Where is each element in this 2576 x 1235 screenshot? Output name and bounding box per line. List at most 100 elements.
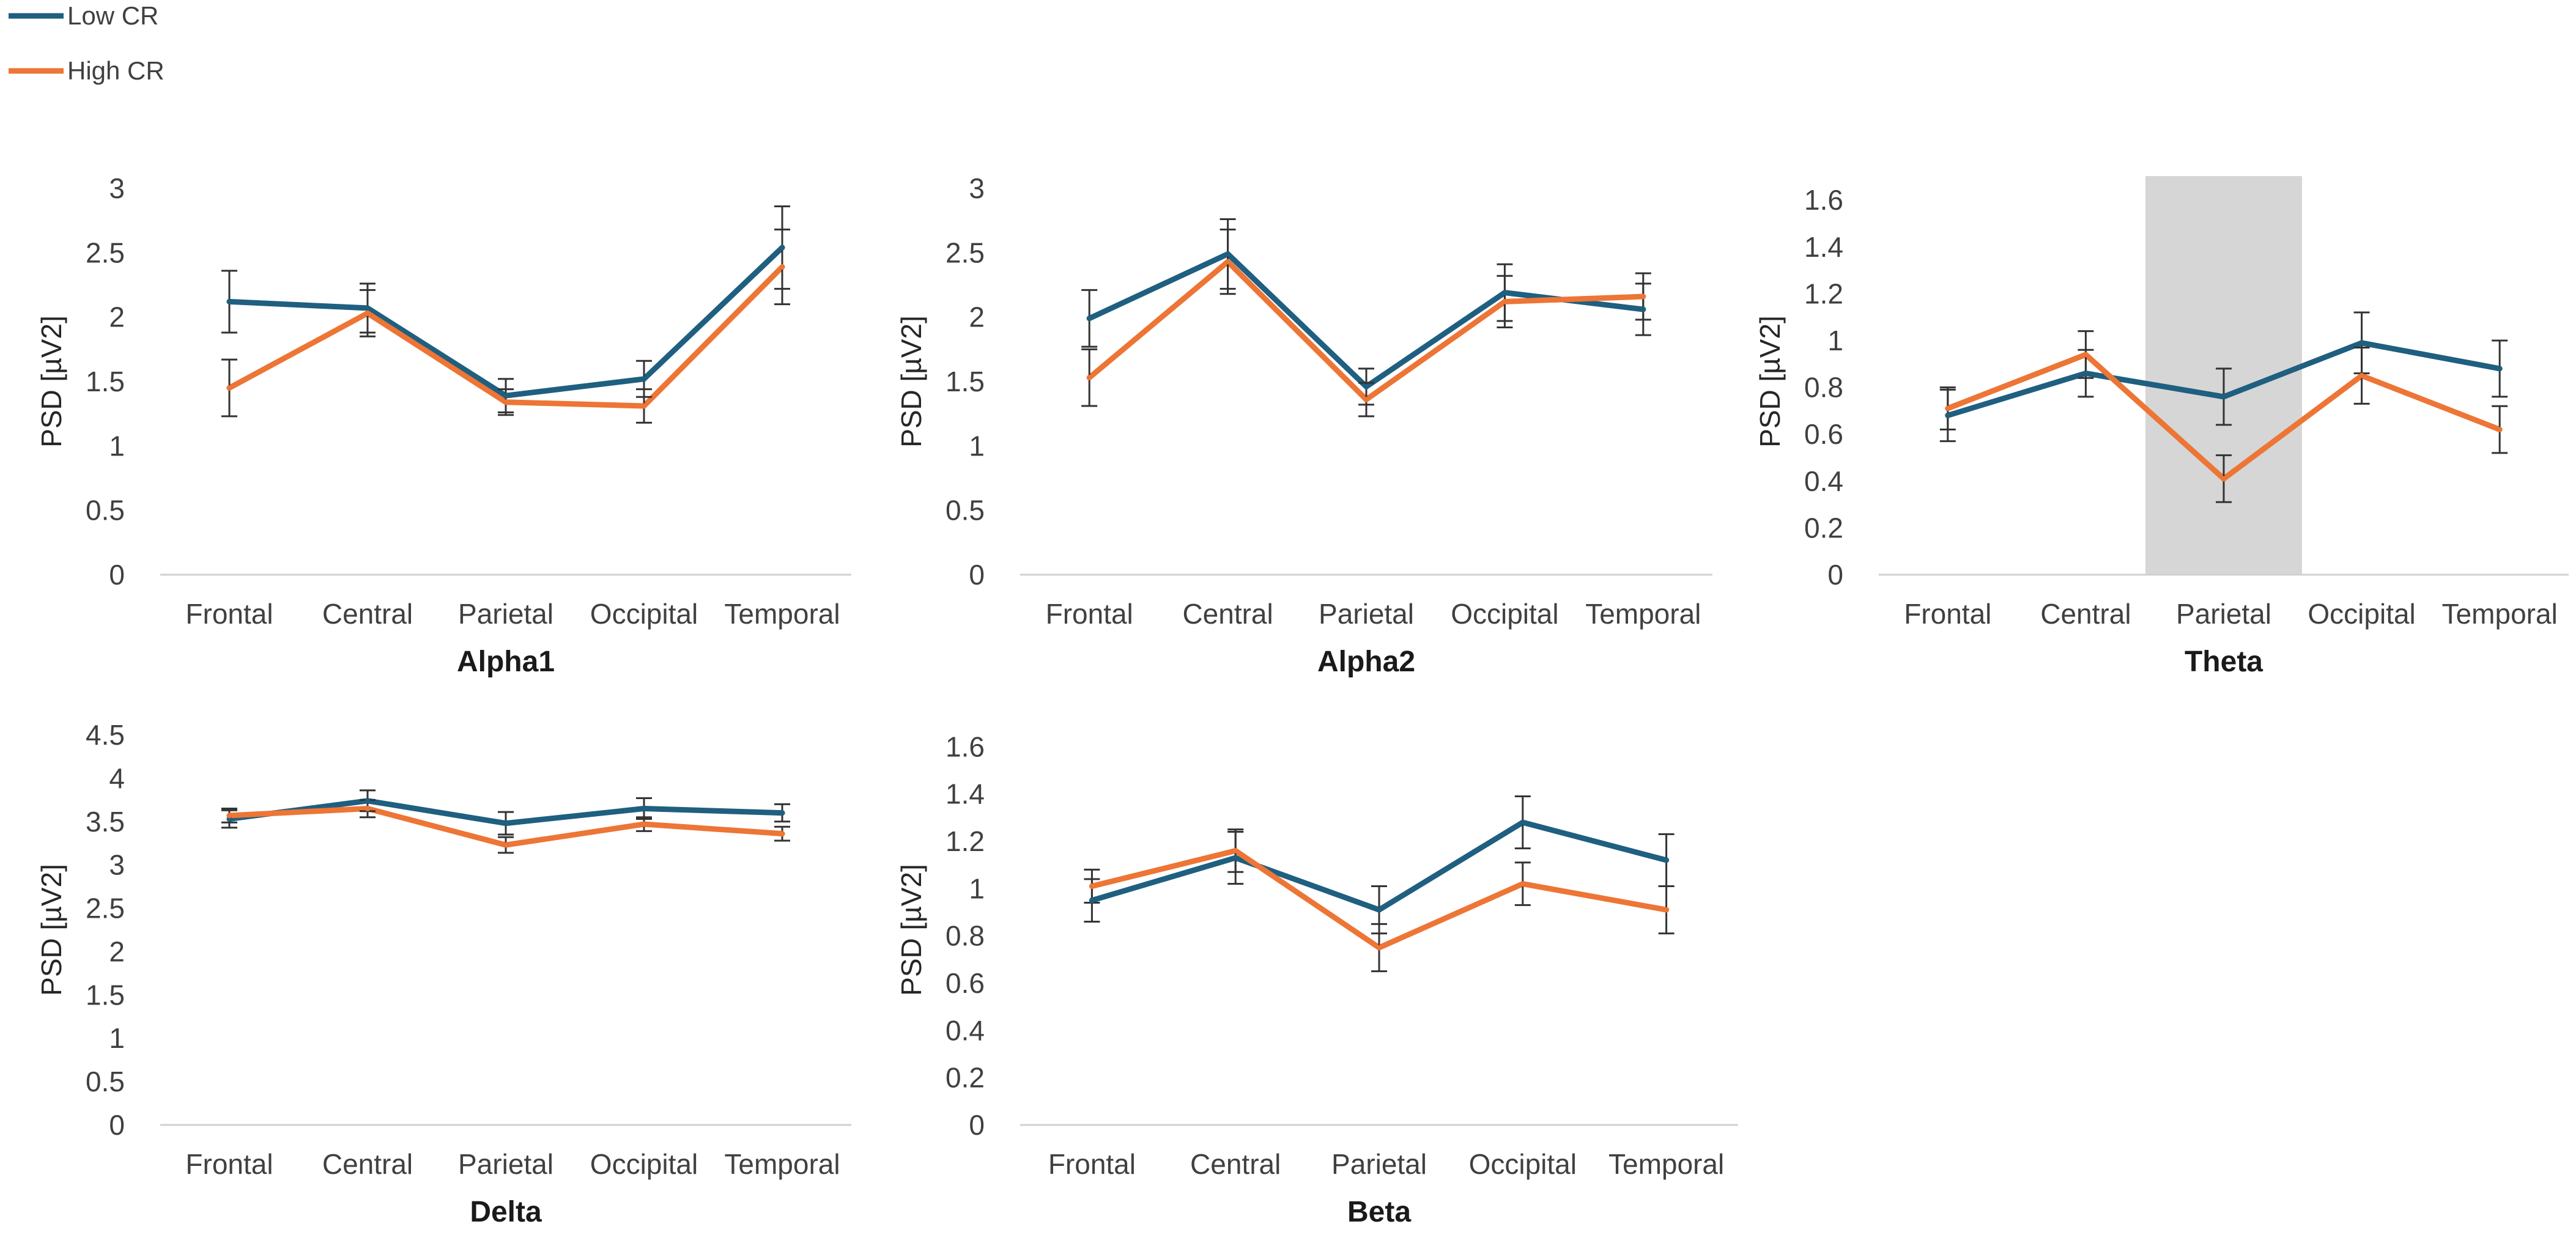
- series-line-low-cr: [1086, 251, 1646, 389]
- data-point-low-cr-occipital: [641, 806, 647, 812]
- data-point-high-cr-temporal: [779, 264, 785, 270]
- y-tick-label: 0.4: [1804, 465, 1843, 497]
- panel-alpha1: 0 0.5 1 1.5 2 2.5 3 Frontal Central Parietal Occip…: [35, 172, 851, 678]
- data-point-low-cr-temporal: [2496, 366, 2503, 372]
- y-tick-label: 3: [969, 172, 985, 204]
- y-tick-label: 2.5: [86, 893, 125, 924]
- data-point-high-cr-occipital: [641, 821, 647, 827]
- x-tick-label-occipital: Occipital: [2308, 598, 2415, 630]
- data-point-low-cr-central: [2082, 370, 2089, 377]
- y-tick-label: 3: [109, 172, 125, 204]
- panel-delta: 0 0.5 1 1.5 2 2.5 3 3.5 4 4.5 Frontal Central Pariet…: [35, 719, 851, 1228]
- x-tick-label-temporal: Temporal: [2442, 598, 2558, 630]
- x-tick-label-parietal: Parietal: [1331, 1148, 1427, 1180]
- y-tick-label: 2: [109, 935, 125, 967]
- x-tick-label-parietal: Parietal: [458, 1148, 553, 1180]
- y-tick-label: 0: [969, 559, 985, 591]
- data-point-low-cr-frontal: [1945, 413, 1951, 419]
- x-tick-label-parietal: Parietal: [1319, 598, 1414, 630]
- y-tick-label: 0.5: [86, 495, 125, 526]
- y-tick-label: 0: [1827, 559, 1843, 591]
- y-tick-label: 1: [109, 1022, 125, 1054]
- data-point-high-cr-frontal: [1086, 375, 1092, 381]
- y-tick-label: 1.6: [1804, 184, 1843, 216]
- y-tick-label: 3: [109, 849, 125, 881]
- data-point-low-cr-central: [365, 798, 371, 804]
- y-axis-label: PSD [µV2]: [895, 864, 927, 996]
- data-point-high-cr-frontal: [226, 813, 232, 819]
- y-tick-label: 4.5: [86, 719, 125, 751]
- y-tick-label: 3.5: [86, 806, 125, 838]
- x-tick-label-parietal: Parietal: [458, 598, 553, 630]
- data-point-low-cr-frontal: [1089, 898, 1095, 904]
- data-point-high-cr-occipital: [2359, 372, 2365, 378]
- data-point-high-cr-parietal: [2221, 476, 2227, 482]
- y-tick-label: 1: [969, 872, 985, 904]
- x-tick-label-parietal: Parietal: [2176, 598, 2271, 630]
- y-tick-label: 0.5: [86, 1066, 125, 1097]
- y-tick-label: 0.6: [1804, 418, 1843, 450]
- y-tick-label: 1.5: [946, 366, 985, 397]
- x-tick-label-frontal: Frontal: [1048, 1148, 1136, 1180]
- data-point-high-cr-central: [1225, 259, 1231, 265]
- data-point-low-cr-occipital: [1520, 819, 1526, 825]
- data-point-high-cr-central: [2082, 352, 2089, 358]
- x-tick-label-central: Central: [1182, 598, 1273, 630]
- panel-alpha2: 0 0.5 1 1.5 2 2.5 3 Frontal Central Parietal Occip…: [895, 172, 1712, 678]
- data-point-high-cr-frontal: [226, 385, 232, 391]
- y-tick-label: 1.5: [86, 979, 125, 1011]
- panel-theta: 0 0.2 0.4 0.6 0.8 1 1.2 1.4 1.6 Frontal Central Par…: [1754, 176, 2569, 678]
- data-point-high-cr-parietal: [503, 842, 509, 848]
- series-line-low-cr: [226, 245, 785, 399]
- chart-title: Beta: [1347, 1196, 1411, 1228]
- data-point-low-cr-central: [1225, 251, 1231, 257]
- data-point-high-cr-parietal: [503, 399, 509, 405]
- data-point-low-cr-occipital: [641, 376, 647, 382]
- y-tick-label: 4: [109, 762, 125, 794]
- x-tick-label-central: Central: [322, 598, 413, 630]
- y-tick-label: 0.6: [946, 967, 985, 999]
- x-tick-label-frontal: Frontal: [1904, 598, 1991, 630]
- data-point-low-cr-temporal: [1664, 857, 1670, 863]
- legend-label-low-cr: Low CR: [67, 1, 158, 30]
- y-tick-label: 0.8: [1804, 372, 1843, 404]
- data-point-low-cr-central: [1232, 855, 1238, 861]
- data-point-high-cr-occipital: [1520, 881, 1526, 887]
- y-tick-label: 1.6: [946, 731, 985, 762]
- legend: Low CR High CR: [9, 1, 165, 85]
- data-point-low-cr-occipital: [1501, 290, 1508, 296]
- x-tick-label-frontal: Frontal: [185, 1148, 273, 1180]
- data-point-high-cr-frontal: [1945, 405, 1951, 411]
- x-tick-label-temporal: Temporal: [1585, 598, 1701, 630]
- data-point-high-cr-parietal: [1376, 945, 1382, 951]
- data-point-high-cr-central: [365, 806, 371, 812]
- x-tick-label-temporal: Temporal: [724, 1148, 840, 1180]
- data-point-low-cr-parietal: [503, 393, 509, 399]
- data-point-low-cr-parietal: [1376, 907, 1382, 913]
- data-point-low-cr-temporal: [779, 810, 785, 816]
- data-point-low-cr-frontal: [1086, 315, 1092, 322]
- x-tick-label-frontal: Frontal: [1046, 598, 1133, 630]
- data-point-high-cr-temporal: [779, 831, 785, 837]
- data-point-high-cr-central: [365, 310, 371, 316]
- y-tick-label: 0.8: [946, 920, 985, 952]
- y-tick-label: 1.4: [1804, 231, 1843, 263]
- y-tick-label: 0: [969, 1109, 985, 1141]
- y-tick-label: 0: [109, 1109, 125, 1141]
- panel-beta: 0 0.2 0.4 0.6 0.8 1 1.2 1.4 1.6 Frontal Central Par…: [895, 731, 1738, 1228]
- y-tick-label: 2.5: [86, 237, 125, 268]
- chart-title: Alpha1: [457, 646, 555, 678]
- data-point-low-cr-frontal: [226, 298, 232, 304]
- chart-title: Alpha2: [1317, 646, 1415, 678]
- y-tick-label: 0.4: [946, 1014, 985, 1046]
- y-tick-label: 1: [109, 430, 125, 462]
- x-tick-label-occipital: Occipital: [1469, 1148, 1577, 1180]
- y-axis-label: PSD [µV2]: [35, 315, 67, 448]
- legend-label-high-cr: High CR: [67, 56, 165, 85]
- y-tick-label: 1.2: [1804, 278, 1843, 309]
- y-axis-label: PSD [µV2]: [895, 315, 927, 448]
- y-tick-label: 1.2: [946, 825, 985, 857]
- data-point-high-cr-parietal: [1363, 396, 1369, 402]
- x-tick-label-central: Central: [1190, 1148, 1281, 1180]
